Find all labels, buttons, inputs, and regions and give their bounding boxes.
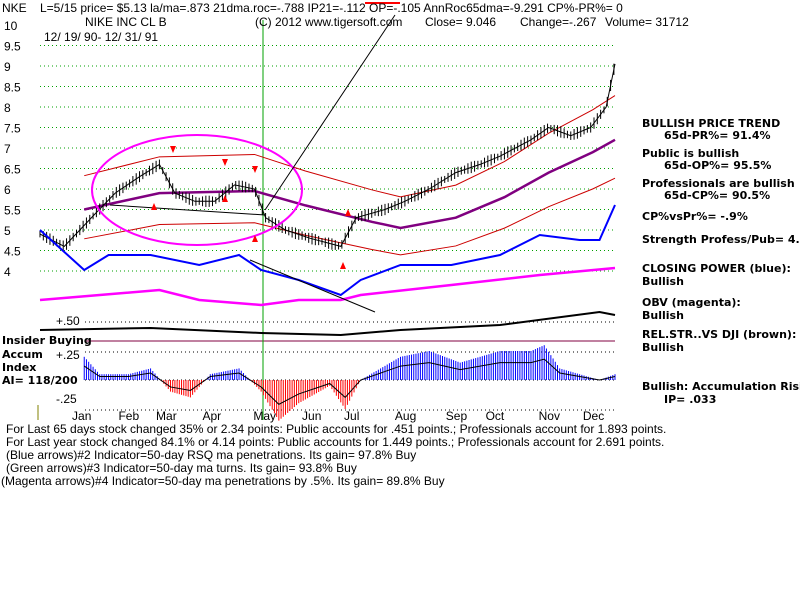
month-label: Apr — [203, 409, 222, 423]
copyright: (C) 2012 www.tigersoft.com — [255, 15, 403, 29]
pr-pct: 65d-PR%= 91.4% — [664, 129, 771, 142]
obv-label: OBV (magenta): — [642, 296, 741, 309]
change-value: Change=-.267 — [520, 15, 597, 29]
upper-band-line — [84, 95, 616, 198]
buy-arrow-icon — [151, 203, 157, 210]
ai-value: AI= 118/200 — [2, 374, 78, 387]
month-label: Jan — [72, 409, 91, 423]
closing-power-label: CLOSING POWER (blue): — [642, 262, 791, 275]
sell-arrow-icon — [170, 146, 176, 153]
axis-label-plus25: +.25 — [56, 348, 80, 362]
company-name: NIKE INC CL B — [85, 15, 167, 29]
month-label: Jun — [302, 409, 321, 423]
y-tick-label: 8.5 — [4, 81, 21, 95]
footer-line: For Last 65 days stock changed 35% or 2.… — [6, 422, 667, 436]
obv-line — [39, 266, 616, 307]
header-stats: L=5/15 price= $5.13 la/ma=.873 21dma.roc… — [40, 1, 623, 15]
price-line — [39, 63, 616, 248]
y-tick-label: 9.5 — [4, 40, 21, 54]
closing-power-line — [39, 204, 616, 297]
lower-band-line — [84, 177, 616, 256]
y-tick-label: 7.5 — [4, 122, 21, 136]
trendline — [264, 14, 396, 211]
footer-line: (Blue arrows)#2 Indicator=50-day RSQ ma … — [6, 448, 417, 462]
buy-arrow-icon — [345, 209, 351, 216]
accum-status: Bullish: Accumulation Rising — [642, 380, 800, 393]
accum-label: Accum — [2, 348, 43, 361]
y-tick-label: 5 — [4, 224, 11, 238]
op-pct: 65d-OP%= 95.5% — [664, 159, 772, 172]
highlight-ellipse — [91, 134, 303, 246]
y-tick-label: 10 — [4, 19, 18, 33]
accum-ma-line — [83, 358, 616, 405]
footer-line: (Magenta arrows)#4 Indicator=50-day ma p… — [1, 474, 445, 488]
y-tick-label: 5.5 — [4, 204, 21, 218]
buy-arrow-icon — [340, 262, 346, 269]
buy-arrow-icon — [222, 195, 228, 202]
y-tick-label: 6.5 — [4, 163, 21, 177]
footer-line: For Last year stock changed 84.1% or 4.1… — [6, 435, 665, 449]
price-trend: BULLISH PRICE TREND — [642, 117, 781, 130]
obv-status: Bullish — [642, 309, 684, 322]
relstr-status: Bullish — [642, 341, 684, 354]
y-tick-label: 8 — [4, 101, 11, 115]
month-label: Dec — [583, 409, 604, 423]
month-label: Nov — [539, 409, 560, 423]
pros-status: Professionals are bullish — [642, 177, 795, 190]
cp-pct: 65d-CP%= 90.5% — [664, 189, 771, 202]
axis-label-plus50: +.50 — [56, 314, 80, 328]
relstr-line — [39, 310, 616, 337]
closing-power-status: Bullish — [642, 275, 684, 288]
insider-buying-label: Insider Buying — [2, 334, 92, 347]
month-label: Feb — [118, 409, 139, 423]
public-status: Public is bullish — [642, 147, 740, 160]
y-tick-label: 9 — [4, 60, 11, 74]
footer-line: (Green arrows)#3 Indicator=50-day ma tur… — [6, 461, 357, 475]
month-label: Aug — [395, 409, 416, 423]
month-label: Jul — [344, 409, 359, 423]
y-tick-label: 7 — [4, 142, 11, 156]
close-value: Close= 9.046 — [425, 15, 497, 29]
trendline — [109, 204, 266, 216]
cp-vs-pr: CP%vsPr%= -.9% — [642, 210, 748, 223]
y-tick-label: 4 — [4, 265, 11, 279]
ip-value: IP= .033 — [664, 393, 717, 406]
axis-label-minus25: -.25 — [56, 392, 77, 406]
date-range: 12/ 19/ 90- 12/ 31/ 91 — [44, 30, 159, 44]
month-label: May — [253, 409, 276, 423]
ticker: NKE — [2, 1, 27, 15]
strength: Strength Profess/Pub= 4.2 — [642, 233, 800, 246]
buy-arrow-icon — [252, 235, 258, 242]
index-label: Index — [2, 361, 37, 374]
month-label: Sep — [446, 409, 468, 423]
sell-arrow-icon — [222, 159, 228, 166]
sell-arrow-icon — [252, 166, 258, 173]
month-label: Mar — [156, 409, 177, 423]
y-tick-label: 6 — [4, 183, 11, 197]
month-label: Oct — [486, 409, 505, 423]
volume-value: Volume= 31712 — [605, 15, 689, 29]
trendline — [249, 259, 376, 313]
relstr-label: REL.STR..VS DJI (brown): — [642, 328, 797, 341]
y-tick-label: 4.5 — [4, 245, 21, 259]
